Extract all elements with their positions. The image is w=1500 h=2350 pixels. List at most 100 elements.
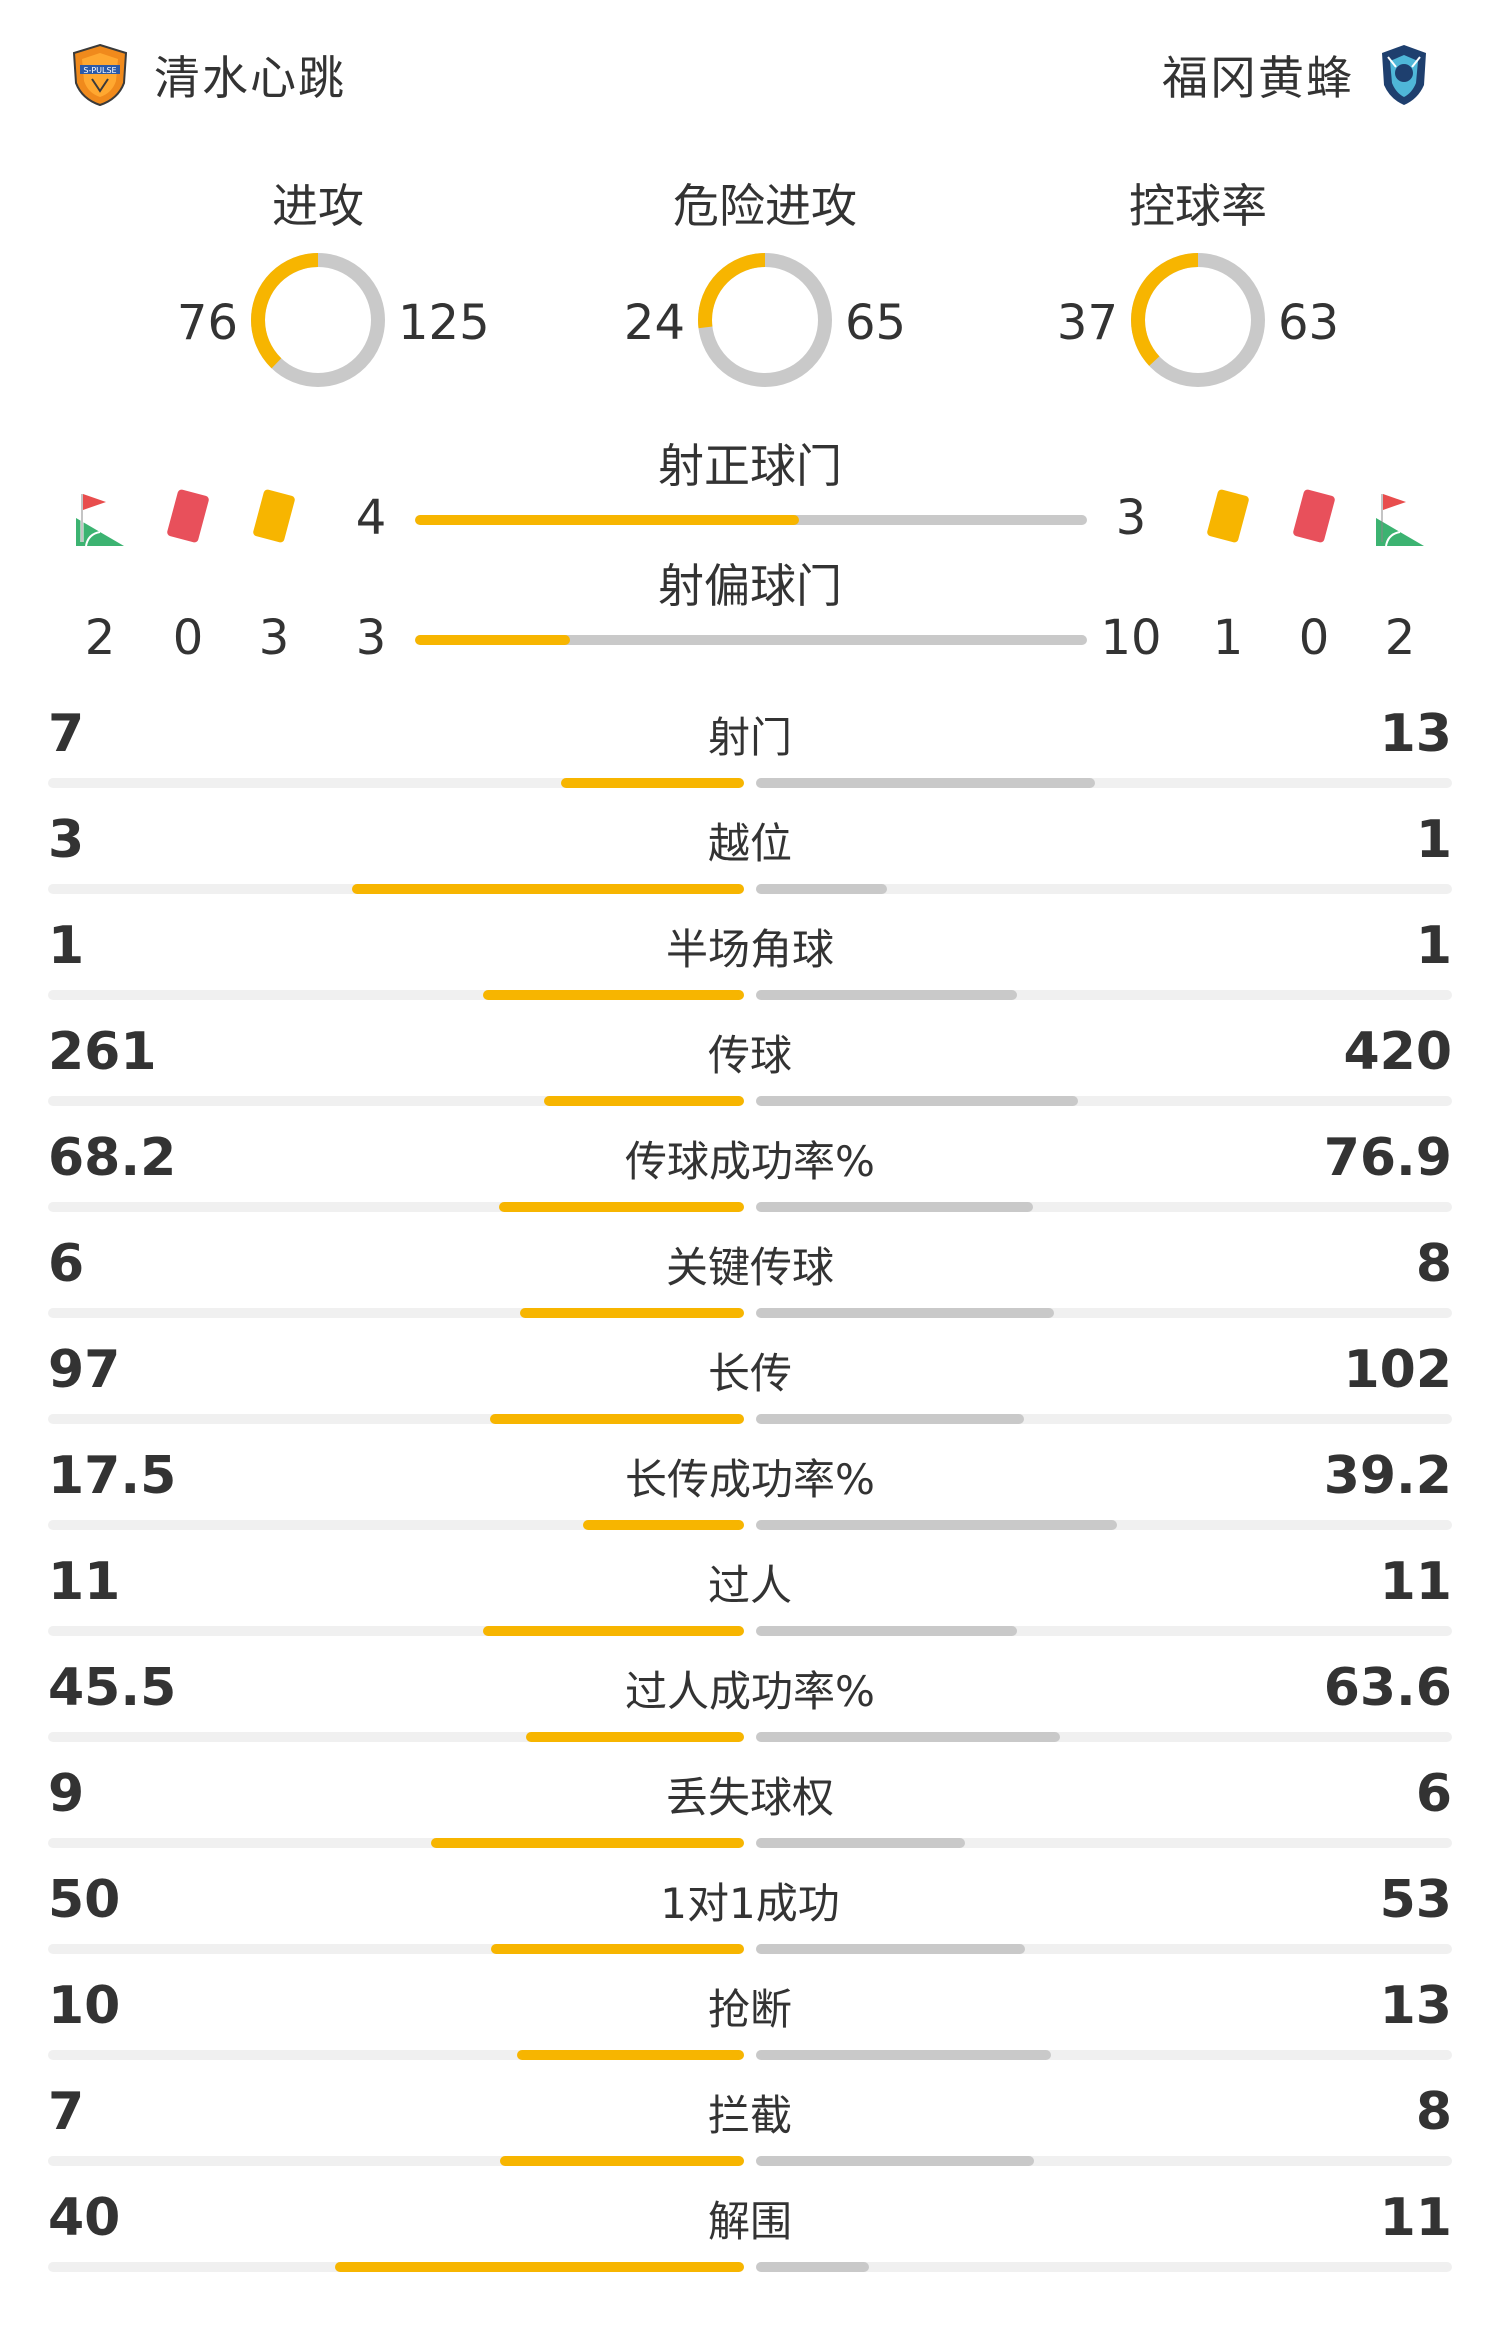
stat-away-value: 6 [1415,1764,1452,1824]
shots-on-target-home-fill [415,515,799,525]
stat-away-value: 63.6 [1323,1658,1452,1718]
stat-away-value: 11 [1379,2188,1452,2248]
stat-home-bar [500,2156,744,2166]
stat-label: 越位 [707,819,792,868]
stat-away-track [756,2050,1452,2060]
stat-away-value: 53 [1379,1870,1452,1930]
red-card-icon [160,486,216,546]
stat-away-bar [756,1096,1078,1106]
home-yellow-cards-count: 3 [258,610,290,666]
stat-row: 11 过人 11 [48,1538,1452,1644]
stat-home-value: 40 [48,2188,121,2248]
stat-away-track [756,1520,1452,1530]
stat-away-value: 76.9 [1323,1128,1452,1188]
stat-label: 射门 [707,713,792,762]
stat-label: 解围 [707,2197,792,2246]
stat-home-bar [483,1626,744,1636]
shots-on-target-title: 射正球门 [658,439,842,493]
stat-row: 40 解围 11 [48,2174,1452,2280]
stat-row: 261 传球 420 [48,1008,1452,1114]
stat-row: 50 1对1成功 53 [48,1856,1452,1962]
away-team-name: 福冈黄蜂 [1162,51,1354,105]
stat-home-bar [517,2050,744,2060]
stat-away-track [756,1944,1452,1954]
stat-home-bar [544,1096,744,1106]
stat-home-track [48,1838,744,1848]
stat-label: 传球 [707,1031,792,1080]
shots-on-target-bar [415,515,1087,525]
stat-home-value: 45.5 [48,1658,177,1718]
donut-title: 控球率 [1129,179,1267,233]
stat-row: 1 半场角球 1 [48,902,1452,1008]
svg-text:S-PULSE: S-PULSE [83,66,116,75]
stat-away-track [756,1096,1452,1106]
stat-home-bar [526,1732,744,1742]
stat-away-bar [756,884,887,894]
stat-away-track [756,1308,1452,1318]
stat-row: 17.5 长传成功率% 39.2 [48,1432,1452,1538]
home-corners-count: 2 [84,610,116,666]
stat-home-track [48,2262,744,2272]
stat-row: 45.5 过人成功率% 63.6 [48,1644,1452,1750]
stat-away-value: 13 [1379,1976,1452,2036]
stat-away-bar [756,1626,1017,1636]
stat-away-value: 420 [1343,1022,1452,1082]
stat-home-track [48,1732,744,1742]
donut-home-value: 24 [623,295,685,351]
donut-ring [698,253,832,387]
donut-away-value: 125 [398,295,490,351]
stat-label: 长传 [707,1349,792,1398]
stat-home-value: 10 [48,1976,121,2036]
donut-attack: 进攻 76 125 [98,160,538,410]
donut-possession: 控球率 37 63 [978,160,1418,410]
stat-away-bar [756,1202,1033,1212]
stat-home-track [48,2050,744,2060]
yellow-card-icon [1200,486,1256,546]
stat-home-bar [561,778,744,788]
stat-home-value: 9 [48,1764,85,1824]
stat-away-track [756,1626,1452,1636]
stat-away-bar [756,1520,1117,1530]
stat-away-bar [756,1838,965,1848]
stat-away-track [756,884,1452,894]
stat-away-track [756,1414,1452,1424]
stat-home-track [48,1202,744,1212]
stat-home-value: 7 [48,704,85,764]
stat-away-track [756,1202,1452,1212]
yellow-card-icon [246,486,302,546]
donut-home-value: 37 [1056,295,1118,351]
fukuoka-crest-icon [1378,43,1430,107]
stat-home-value: 1 [48,916,85,976]
shimizu-crest-icon: S-PULSE [70,43,130,107]
stat-home-bar [483,990,744,1000]
shots-on-target-away: 3 [1115,490,1147,546]
stat-away-value: 8 [1415,1234,1452,1294]
stat-away-bar [756,1308,1054,1318]
donut-away-value: 65 [845,295,907,351]
stat-label: 过人成功率% [625,1667,875,1716]
stat-label: 抢断 [707,1985,792,2034]
corner-flag-icon [72,488,128,548]
stat-home-bar [491,1944,744,1954]
donut-ring [1131,253,1265,387]
donut-dangerous-attack: 危险进攻 24 65 [545,160,985,410]
stat-away-bar [756,1414,1024,1424]
stat-home-track [48,1944,744,1954]
away-team-header: 福冈黄蜂 [1162,40,1430,110]
stat-away-track [756,2156,1452,2166]
red-card-icon [1286,486,1342,546]
stat-away-bar [756,778,1095,788]
stat-away-track [756,1732,1452,1742]
away-corners-count: 2 [1384,610,1416,666]
stat-label: 长传成功率% [625,1455,875,1504]
stat-home-track [48,1308,744,1318]
away-yellow-cards-count: 1 [1212,610,1244,666]
stat-label: 丢失球权 [665,1773,834,1822]
home-team-name: 清水心跳 [154,51,346,105]
stat-home-value: 50 [48,1870,121,1930]
stat-row: 3 越位 1 [48,796,1452,902]
stat-away-bar [756,2262,869,2272]
stat-home-track [48,1520,744,1530]
stat-row: 68.2 传球成功率% 76.9 [48,1114,1452,1220]
donut-title: 危险进攻 [673,179,857,233]
